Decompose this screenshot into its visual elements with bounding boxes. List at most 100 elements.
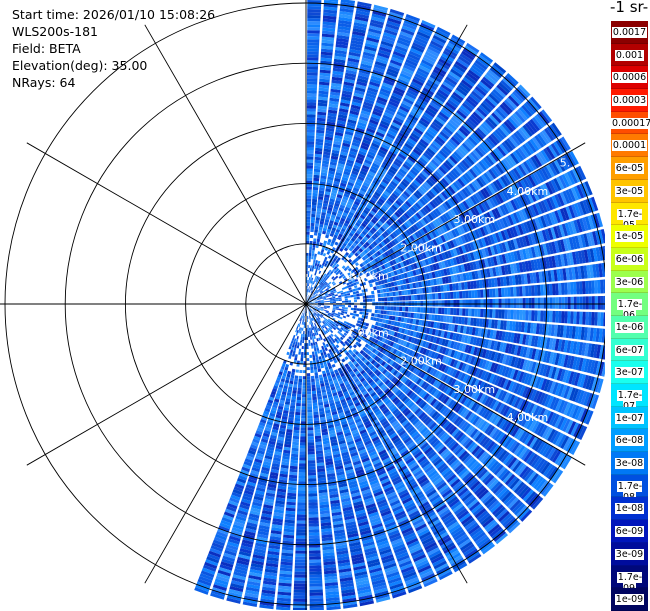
range-gate <box>477 309 480 317</box>
range-gate <box>311 214 315 217</box>
range-gate <box>313 262 315 265</box>
range-gate <box>306 259 308 262</box>
range-gate <box>341 297 344 299</box>
range-gate <box>306 187 311 190</box>
range-gate <box>339 305 342 307</box>
range-gate <box>348 305 351 307</box>
range-gate <box>459 300 462 307</box>
range-gate <box>520 298 523 308</box>
range-gate <box>477 290 480 298</box>
range-gate <box>345 305 348 307</box>
range-gate <box>420 307 423 313</box>
range-gate <box>416 288 420 294</box>
range-gate <box>492 309 495 318</box>
range-gate <box>416 313 420 319</box>
range-gate <box>312 193 317 196</box>
range-gate <box>308 265 310 268</box>
range-gate <box>307 69 318 72</box>
range-gate <box>333 305 336 306</box>
ppi-plot: 1.00km2.00km3.00km4.00km5.1.00km2.00km3.… <box>0 0 605 610</box>
range-gate <box>311 217 315 220</box>
range-gate <box>307 21 320 24</box>
range-gate <box>374 314 377 318</box>
range-gate <box>307 105 316 108</box>
range-gate <box>447 308 450 315</box>
range-gate <box>308 280 309 283</box>
range-gate <box>307 154 314 157</box>
range-gate <box>468 309 471 317</box>
range-gate <box>505 299 508 308</box>
range-gate <box>519 286 523 296</box>
range-gate <box>381 310 384 314</box>
range-gate <box>327 301 330 302</box>
range-gate <box>480 289 483 297</box>
range-gate <box>384 306 387 310</box>
range-gate <box>349 290 352 293</box>
range-gate <box>556 297 559 309</box>
range-gate <box>307 30 320 33</box>
range-gate <box>345 298 348 300</box>
range-gate <box>307 286 308 289</box>
range-gate <box>313 187 319 190</box>
range-gate <box>359 290 363 293</box>
range-gate <box>324 302 327 303</box>
range-gate <box>356 294 359 297</box>
range-gate <box>350 310 353 313</box>
range-gate <box>462 300 465 307</box>
range-gate <box>313 259 316 262</box>
range-gate <box>495 309 498 318</box>
range-gate <box>333 306 336 308</box>
range-gate <box>307 126 315 129</box>
beta-sector <box>194 0 605 610</box>
range-gate <box>307 169 313 172</box>
range-gate <box>306 250 309 253</box>
range-gate <box>333 302 336 303</box>
range-gate <box>371 291 374 295</box>
range-gate <box>311 259 313 262</box>
range-gate <box>574 297 577 310</box>
range-gate <box>577 297 580 310</box>
range-gate <box>504 310 507 319</box>
range-gate <box>474 299 477 307</box>
range-gate <box>471 299 474 307</box>
range-gate <box>307 39 319 42</box>
range-gate <box>339 299 342 301</box>
range-gate <box>356 314 359 317</box>
range-gate <box>312 208 317 211</box>
range-gate <box>502 299 505 308</box>
range-gate <box>339 309 342 311</box>
range-gate <box>321 304 324 305</box>
range-gate <box>309 250 312 253</box>
range-gate <box>315 142 323 146</box>
range-gate <box>453 292 456 299</box>
range-gate <box>311 211 315 214</box>
range-gate <box>307 175 313 178</box>
range-gate <box>306 190 311 193</box>
range-gate <box>315 226 319 229</box>
range-gate <box>555 311 559 323</box>
range-gate <box>352 316 356 319</box>
range-gate <box>368 313 371 316</box>
range-gate <box>410 289 414 294</box>
range-gate <box>544 297 547 308</box>
range-gate <box>307 135 315 138</box>
range-gate <box>350 295 353 298</box>
range-gate <box>307 96 317 99</box>
range-gate <box>534 285 538 296</box>
range-gate <box>519 310 523 320</box>
range-gate <box>393 311 396 315</box>
range-gate <box>414 295 417 300</box>
range-gate <box>343 314 346 317</box>
range-gate <box>307 93 317 96</box>
range-gate <box>374 290 378 294</box>
range-gate <box>311 253 314 256</box>
range-gate <box>444 292 447 299</box>
range-gate <box>405 307 408 312</box>
range-gate <box>347 295 350 297</box>
range-gate <box>432 293 435 299</box>
range-gate <box>356 311 359 314</box>
range-gate <box>562 297 565 309</box>
range-gate <box>396 307 399 311</box>
range-gate <box>312 196 317 199</box>
range-gate <box>504 287 508 296</box>
